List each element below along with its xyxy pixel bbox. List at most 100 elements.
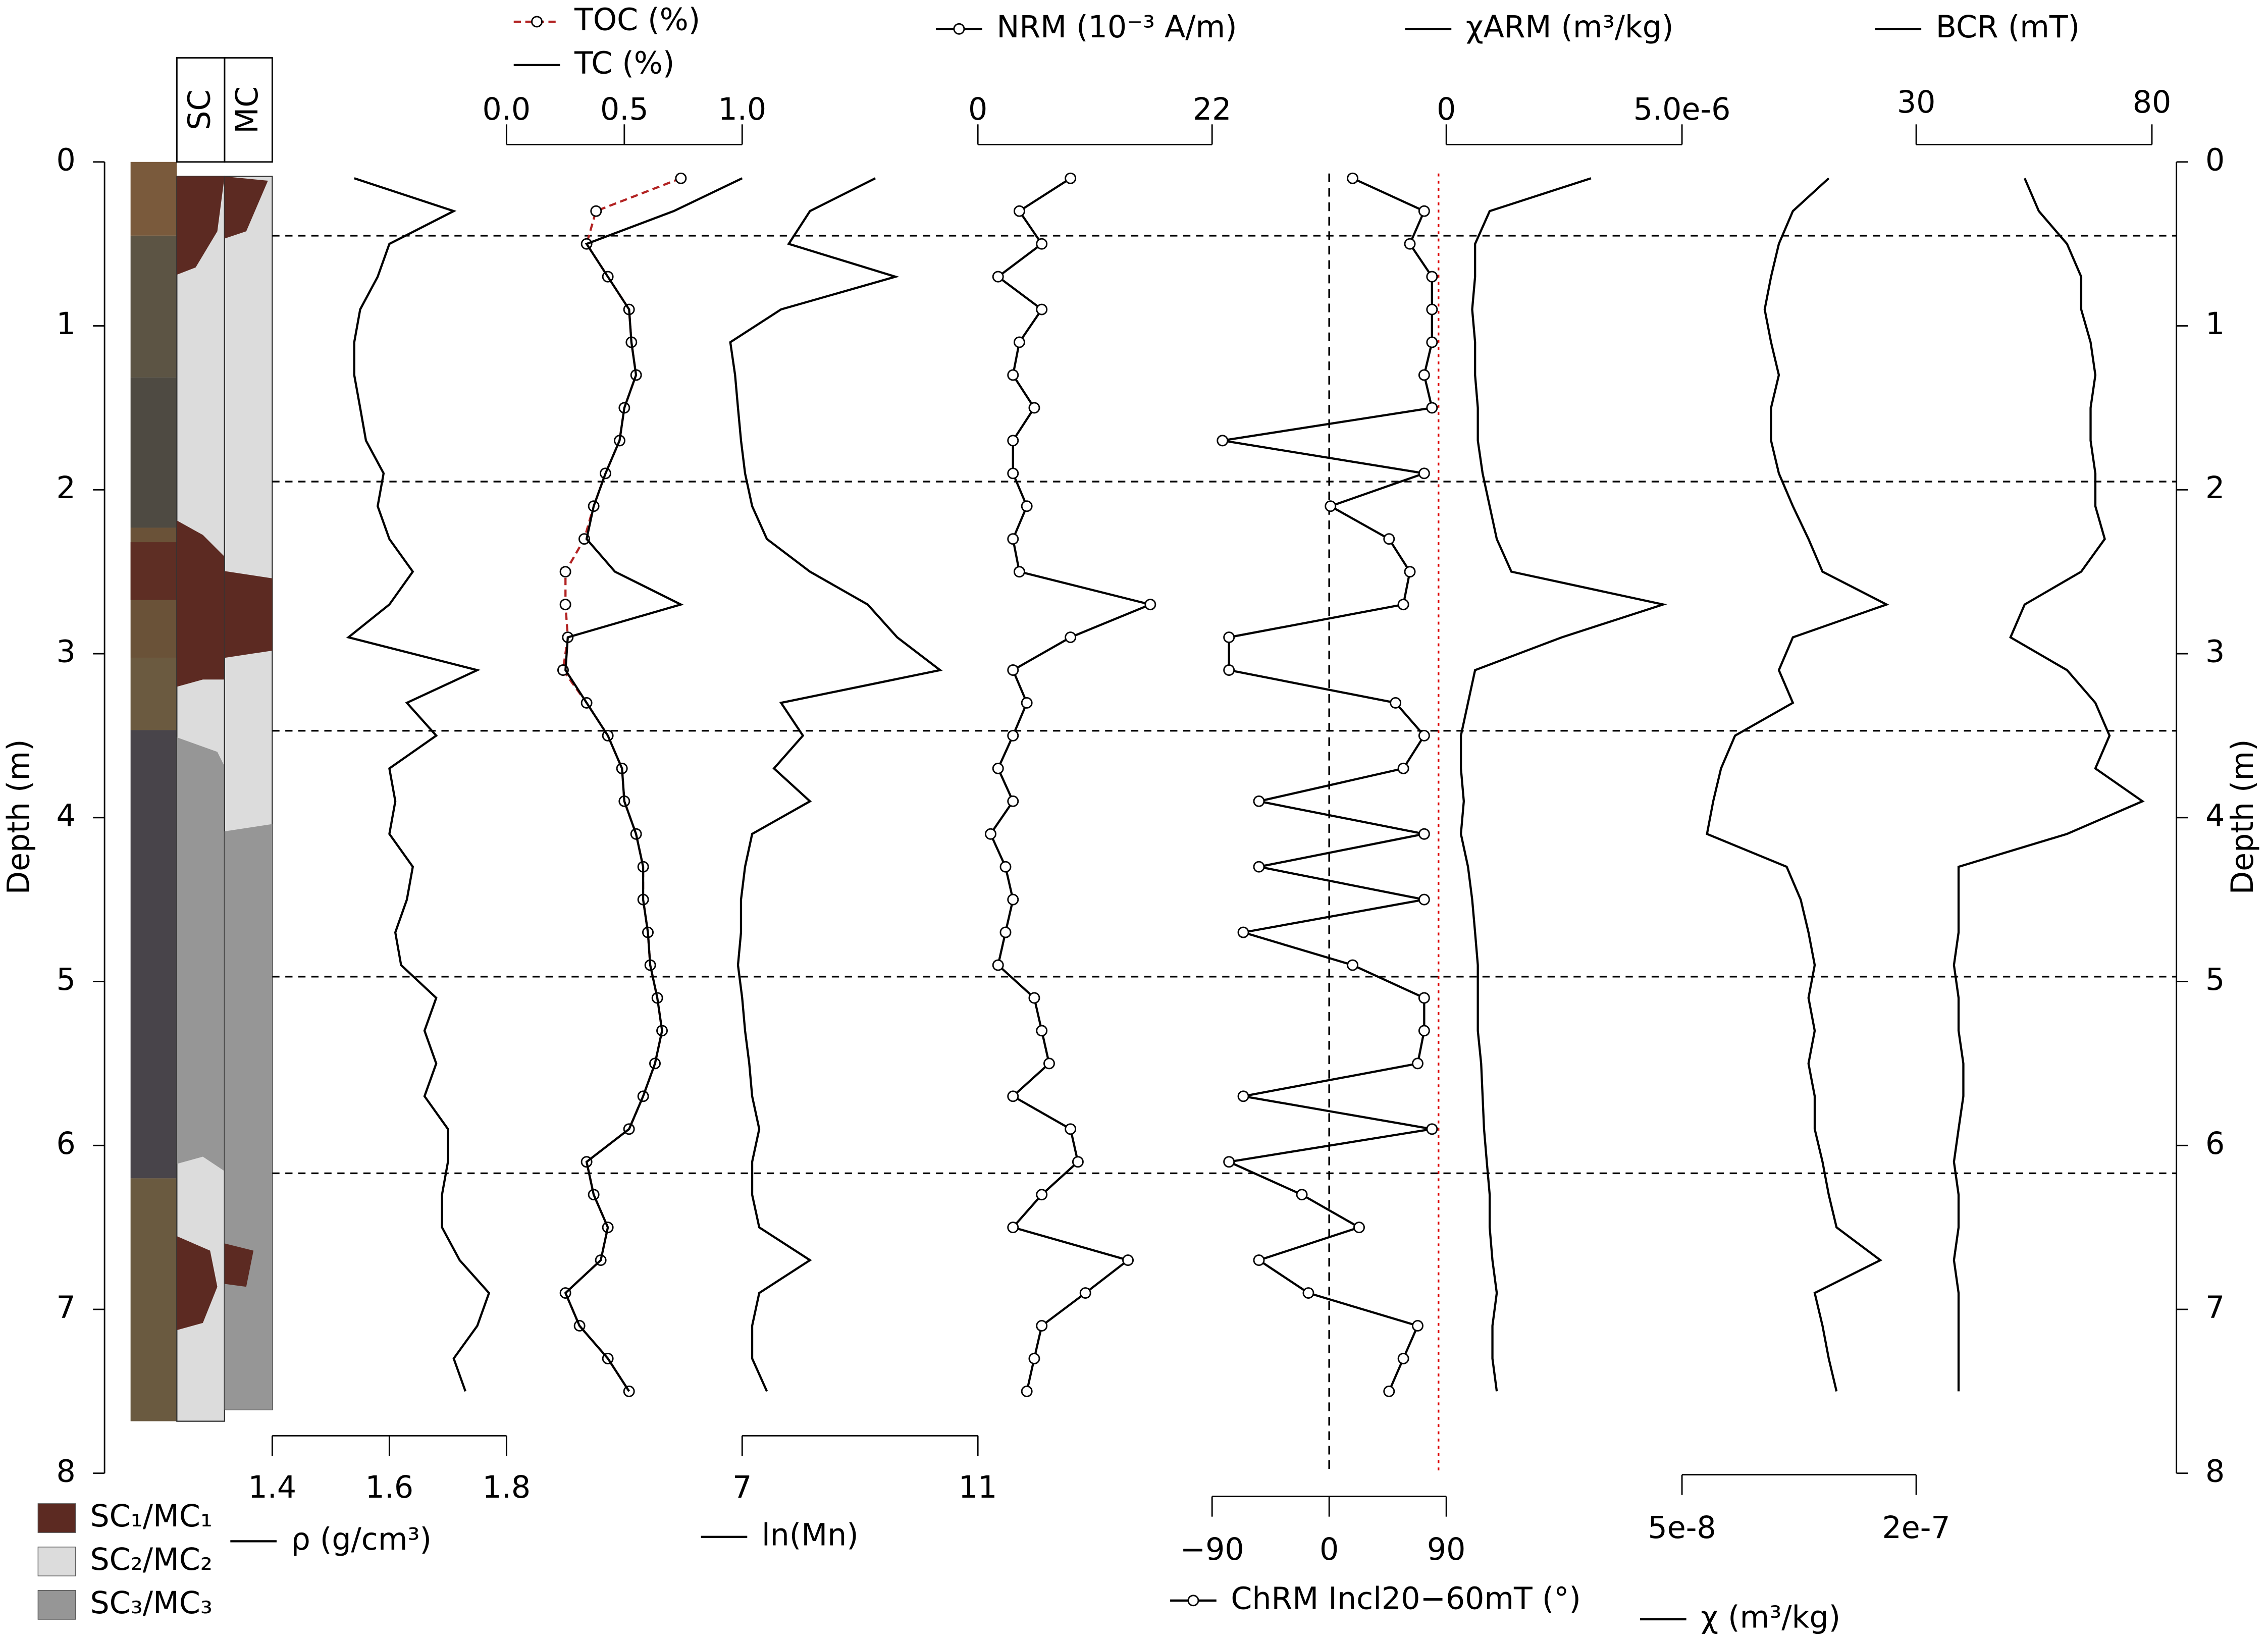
y-tick-label: 0 bbox=[2205, 142, 2225, 178]
series-line bbox=[346, 177, 491, 1392]
data-point bbox=[1021, 500, 1033, 512]
series-line bbox=[1706, 177, 1889, 1392]
data-point bbox=[985, 828, 996, 840]
data-point bbox=[1007, 729, 1019, 742]
x-tick-label: 0 bbox=[1437, 92, 1456, 127]
x-tick-label: 0 bbox=[968, 92, 987, 127]
data-point bbox=[1418, 369, 1430, 381]
column-header: SC bbox=[182, 90, 218, 130]
legend-label: χ (m³/kg) bbox=[1701, 1600, 1840, 1635]
data-point bbox=[1007, 893, 1019, 906]
data-point bbox=[1007, 435, 1019, 447]
y-tick-label: 3 bbox=[2205, 634, 2225, 670]
data-point bbox=[992, 959, 1004, 971]
data-point bbox=[1383, 533, 1395, 545]
data-point bbox=[1418, 467, 1430, 480]
data-point bbox=[1007, 664, 1019, 676]
x-tick-label: 1.0 bbox=[718, 92, 766, 127]
mc-column bbox=[224, 176, 273, 1410]
data-point bbox=[1036, 1025, 1048, 1037]
y-tick-label: 2 bbox=[2205, 470, 2225, 506]
data-point bbox=[1237, 1090, 1249, 1102]
data-point bbox=[1418, 992, 1430, 1004]
series-line bbox=[1222, 177, 1434, 1392]
data-point bbox=[1412, 1057, 1423, 1070]
data-point bbox=[1426, 336, 1438, 348]
series-line bbox=[564, 177, 743, 1392]
series-line bbox=[729, 177, 943, 1392]
y-tick-label: 8 bbox=[2205, 1454, 2225, 1489]
data-point bbox=[1237, 926, 1249, 938]
legend-label: SC₁/MC₁ bbox=[90, 1499, 213, 1534]
data-point bbox=[1065, 631, 1077, 644]
y-tick-label: 2 bbox=[57, 470, 76, 506]
y-tick-label: 7 bbox=[57, 1290, 76, 1326]
y-axis-title: Depth (m) bbox=[2225, 739, 2260, 894]
legend-label: BCR (mT) bbox=[1936, 10, 2080, 45]
data-point bbox=[1007, 1090, 1019, 1102]
x-tick-label: 22 bbox=[1193, 92, 1232, 127]
data-point bbox=[1028, 1352, 1040, 1364]
y-tick-label: 7 bbox=[2205, 1290, 2225, 1326]
x-tick-label: 1.8 bbox=[483, 1470, 531, 1505]
y-tick-label: 4 bbox=[57, 798, 76, 833]
core-image bbox=[130, 162, 177, 1421]
data-point bbox=[1404, 566, 1416, 578]
data-point bbox=[1397, 762, 1409, 774]
data-point bbox=[1043, 1057, 1055, 1070]
data-point bbox=[1418, 893, 1430, 906]
x-tick-label: 30 bbox=[1897, 85, 1936, 120]
data-point bbox=[999, 926, 1012, 938]
x-tick-label: 0 bbox=[1320, 1532, 1339, 1567]
data-point bbox=[1223, 1156, 1235, 1168]
data-point bbox=[1418, 1025, 1430, 1037]
data-point bbox=[1079, 1287, 1091, 1299]
data-point bbox=[1072, 1156, 1084, 1168]
legend-swatch bbox=[37, 1590, 76, 1620]
data-point bbox=[1007, 467, 1019, 480]
y-tick-label: 6 bbox=[57, 1126, 76, 1161]
series-line bbox=[1953, 178, 2145, 1392]
data-point bbox=[1013, 205, 1025, 217]
legend-label: SC₂/MC₂ bbox=[90, 1542, 213, 1577]
x-tick-label: 1.6 bbox=[365, 1470, 414, 1505]
data-point bbox=[1353, 1222, 1365, 1234]
data-point bbox=[1253, 1254, 1265, 1266]
x-tick-label: 80 bbox=[2133, 85, 2172, 120]
data-point bbox=[590, 205, 602, 217]
y-axis-title: Depth (m) bbox=[2, 739, 37, 894]
data-point bbox=[999, 861, 1012, 873]
series-line bbox=[989, 177, 1154, 1392]
legend-label: TC (%) bbox=[574, 45, 674, 81]
data-point bbox=[559, 566, 571, 578]
y-tick-label: 4 bbox=[2205, 798, 2225, 833]
data-point bbox=[1028, 402, 1040, 414]
legend-marker bbox=[953, 23, 965, 35]
data-point bbox=[1426, 271, 1438, 283]
x-tick-label: 5e-8 bbox=[1648, 1510, 1716, 1546]
data-point bbox=[1013, 336, 1025, 348]
data-point bbox=[1065, 1123, 1077, 1135]
y-tick-label: 8 bbox=[57, 1454, 76, 1489]
data-point bbox=[1036, 238, 1048, 250]
data-point bbox=[675, 172, 687, 184]
data-point bbox=[1383, 1385, 1395, 1397]
legend-label: SC₃/MC₃ bbox=[90, 1585, 213, 1621]
data-point bbox=[1412, 1320, 1423, 1332]
data-point bbox=[992, 271, 1004, 283]
series-line bbox=[562, 177, 681, 1392]
data-point bbox=[1397, 599, 1409, 611]
data-point bbox=[1028, 992, 1040, 1004]
x-tick-label: 0.5 bbox=[600, 92, 649, 127]
y-tick-label: 3 bbox=[57, 634, 76, 670]
x-tick-label: 2e-7 bbox=[1882, 1510, 1950, 1546]
data-point bbox=[1013, 566, 1025, 578]
data-point bbox=[1223, 664, 1235, 676]
data-point bbox=[1426, 303, 1438, 315]
data-point bbox=[1296, 1189, 1308, 1201]
series-line bbox=[1459, 177, 1668, 1392]
x-tick-label: −90 bbox=[1180, 1532, 1244, 1567]
data-point bbox=[1426, 402, 1438, 414]
data-point bbox=[1325, 500, 1337, 512]
